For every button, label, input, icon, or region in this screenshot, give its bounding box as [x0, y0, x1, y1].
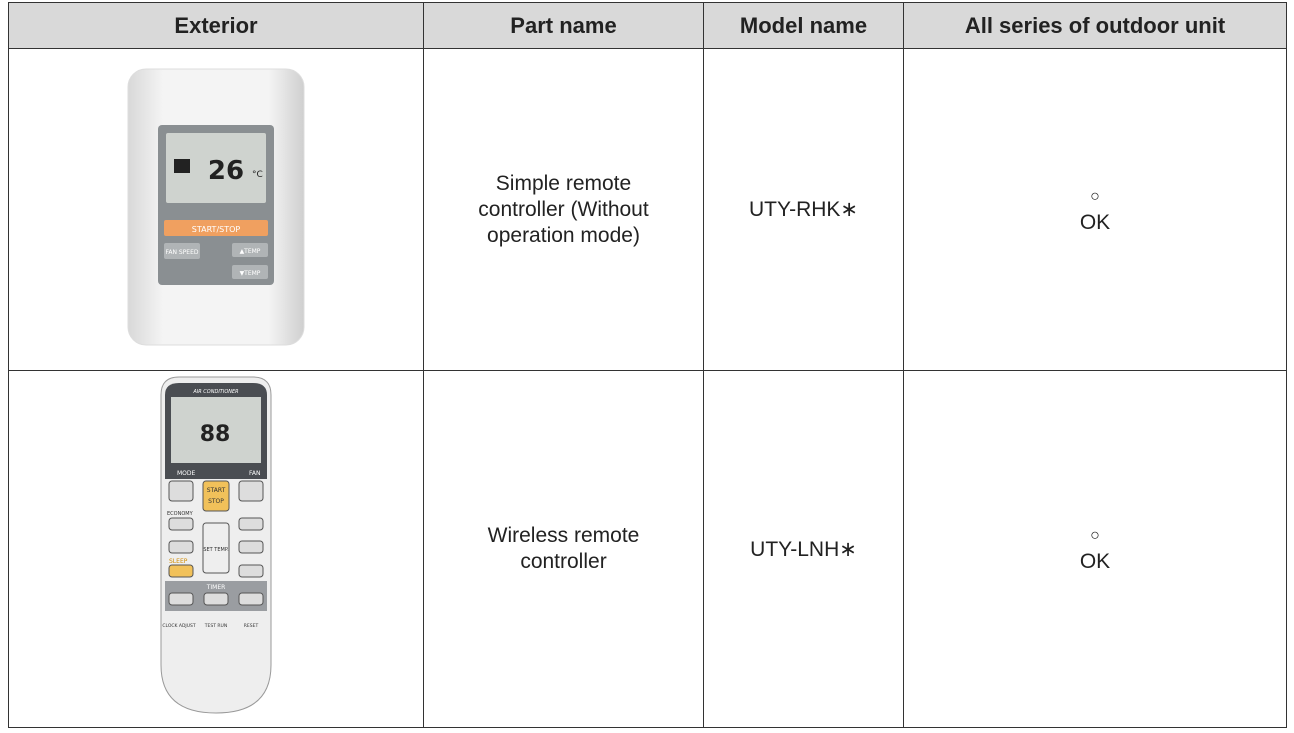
button-label: TIMER: [206, 584, 226, 591]
brand: AIR CONDITIONER: [192, 389, 238, 395]
lcd-digits: 88: [200, 422, 231, 447]
header-cell: Exterior: [8, 2, 424, 49]
remote-image: 26 °C START/STOP FAN SPEED ▲TEMP ▼TEMP: [127, 68, 305, 345]
button-label: STOP: [208, 498, 224, 505]
table-row: 26 °C START/STOP FAN SPEED ▲TEMP ▼TEMP S…: [8, 48, 1287, 371]
exterior-cell: AIR CONDITIONER 88 MODE FAN START STOP E…: [8, 370, 424, 728]
lcd-digits: 26: [208, 156, 244, 186]
button-label: SET TEMP.: [203, 547, 229, 553]
compat-text: OK: [1079, 210, 1111, 234]
part-name-cell: Simple remote controller (Without operat…: [423, 48, 704, 371]
part-name: Wireless remote controller: [487, 524, 640, 573]
part-name-cell: Wireless remote controller: [423, 370, 704, 728]
button-label: TEST RUN: [204, 623, 227, 629]
header-cell: Part name: [423, 2, 704, 49]
button-label: ▼TEMP: [240, 270, 261, 277]
compat-text: OK: [1079, 550, 1111, 573]
model-name-cell: UTY-RHK∗: [703, 48, 904, 371]
button-label: FAN SPEED: [165, 249, 198, 256]
button-label: ▲TEMP: [240, 248, 261, 255]
compat-mark: ○: [1090, 187, 1100, 205]
button-label: ECONOMY: [167, 511, 194, 517]
parts-table: Exterior Part name Model name All series…: [8, 2, 1287, 728]
exterior-cell: 26 °C START/STOP FAN SPEED ▲TEMP ▼TEMP: [8, 48, 424, 371]
compat-mark: ○: [1090, 527, 1100, 544]
button-label: RESET: [244, 623, 259, 629]
compatibility-cell: ○ OK: [903, 370, 1287, 728]
model-name: UTY-RHK∗: [749, 198, 858, 221]
table-row: AIR CONDITIONER 88 MODE FAN START STOP E…: [8, 370, 1287, 728]
button-label: START: [207, 487, 226, 494]
header-cell: Model name: [703, 2, 904, 49]
header-cell: All series of outdoor unit: [903, 2, 1287, 49]
lcd-unit: °C: [252, 170, 263, 180]
button-label: SLEEP: [169, 558, 188, 565]
button-label: FAN: [249, 470, 261, 477]
header-row: Exterior Part name Model name All series…: [8, 2, 1287, 49]
button-label: CLOCK ADJUST: [162, 623, 196, 629]
compatibility-cell: ○ OK: [903, 48, 1287, 371]
part-name: Simple remote controller (Without operat…: [478, 171, 649, 247]
model-name-cell: UTY-LNH∗: [703, 370, 904, 728]
model-name: UTY-LNH∗: [750, 537, 857, 561]
remote-image: AIR CONDITIONER 88 MODE FAN START STOP E…: [160, 376, 272, 714]
button-label: MODE: [177, 470, 196, 477]
button-label: START/STOP: [192, 225, 241, 234]
